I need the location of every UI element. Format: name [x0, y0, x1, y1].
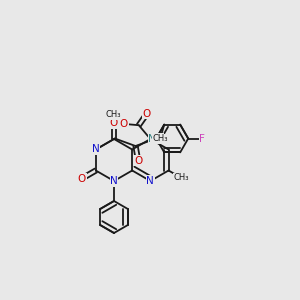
Text: NH: NH: [148, 134, 164, 143]
Text: O: O: [78, 173, 86, 184]
Text: CH₃: CH₃: [174, 173, 189, 182]
Text: F: F: [199, 134, 205, 143]
Text: N: N: [110, 176, 118, 186]
Text: O: O: [143, 109, 151, 119]
Text: N: N: [146, 176, 154, 186]
Text: N: N: [92, 145, 100, 154]
Text: O: O: [120, 119, 128, 129]
Text: O: O: [134, 156, 142, 166]
Text: CH₃: CH₃: [105, 110, 121, 119]
Text: O: O: [110, 118, 118, 128]
Text: CH₃: CH₃: [152, 134, 168, 143]
